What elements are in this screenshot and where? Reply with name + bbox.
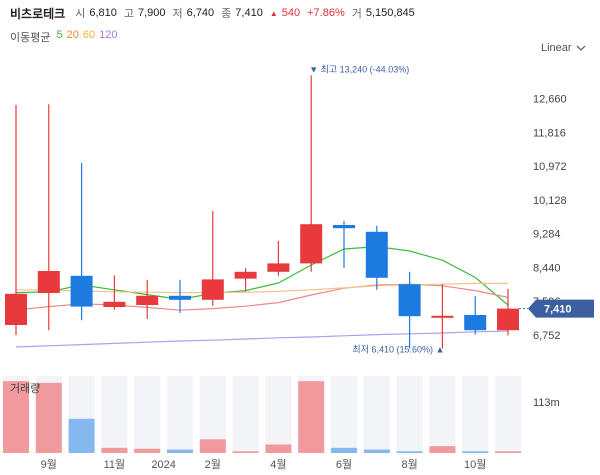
volume-bar — [298, 381, 325, 453]
candle-body — [234, 271, 257, 279]
volume-bar — [199, 439, 226, 453]
x-axis-label: 10월 — [464, 458, 486, 471]
y-tick-label: 6,752 — [533, 330, 561, 342]
volume-bg — [396, 376, 423, 453]
volume-bar — [363, 449, 390, 453]
candle-body — [103, 301, 126, 307]
volume-bar — [68, 418, 95, 453]
low-value: 6,740 — [186, 7, 215, 19]
min-price-annotation: 최저 6,410 (15.60%) ▲ — [352, 345, 444, 355]
candle-body — [300, 224, 323, 264]
candle-body — [70, 275, 93, 307]
volume-bg — [363, 376, 390, 453]
volume-bg — [232, 376, 259, 453]
volume-bar — [265, 444, 292, 453]
chevron-down-icon — [576, 45, 586, 51]
candle-body — [201, 279, 224, 300]
y-tick-label: 11,816 — [533, 127, 566, 139]
current-price-label: 7,410 — [544, 304, 572, 316]
volume-bar — [167, 449, 193, 453]
volume-bg — [134, 376, 161, 453]
ma-line-5 — [15, 245, 509, 306]
stock-name: 비츠로테크 — [10, 6, 66, 21]
close-value: 7,410 — [235, 7, 263, 19]
volume-bg — [462, 376, 489, 453]
ma-120[interactable]: 120 — [99, 29, 118, 41]
moving-average-legend[interactable]: 이동평균 5 20 60 120 — [10, 29, 117, 45]
candle-body — [497, 308, 519, 331]
candle-body — [37, 271, 60, 293]
change-percent: +7.86% — [307, 7, 345, 19]
candle-body — [169, 295, 191, 300]
scale-label: Linear — [541, 42, 572, 54]
ma-60[interactable]: 60 — [82, 29, 96, 41]
high-label: 고 — [123, 8, 134, 20]
volume-bg — [331, 376, 357, 453]
candle-body — [5, 293, 27, 325]
x-axis-label: 9월 — [41, 458, 57, 471]
open-label: 시 — [75, 8, 86, 20]
y-tick-label: 10,972 — [533, 161, 567, 173]
ma-line-60 — [15, 282, 508, 294]
volume-bar — [35, 382, 62, 453]
x-axis-label: 2월 — [205, 458, 221, 471]
volume-bg — [265, 376, 292, 453]
change-value: 540 — [281, 7, 301, 19]
volume-bg — [495, 376, 521, 453]
high-value: 7,900 — [137, 7, 166, 19]
volume-value: 5,150,845 — [365, 7, 415, 19]
x-axis-label: 4월 — [270, 458, 286, 471]
candle-body — [431, 315, 454, 318]
ma-line-120 — [15, 330, 509, 348]
x-axis-label: 11월 — [104, 458, 126, 471]
scale-dropdown[interactable]: Linear — [541, 42, 586, 54]
candle-body — [136, 295, 159, 305]
volume-bg — [167, 376, 193, 453]
x-axis-label: 6월 — [336, 458, 352, 471]
y-tick-label: 9,284 — [533, 229, 561, 241]
y-tick-label: 8,440 — [533, 262, 561, 274]
volume-axis-label: 113m — [533, 397, 560, 409]
low-label: 저 — [172, 8, 183, 20]
volume-bar — [462, 451, 489, 453]
max-price-annotation: ▼ 최고 13,240 (-44.03%) — [309, 64, 409, 74]
change-arrow-icon: ▲ — [269, 8, 278, 18]
volume-panel-label: 거래량 — [10, 383, 41, 395]
y-tick-label: 12,660 — [533, 94, 567, 106]
volume-bar — [331, 447, 357, 453]
y-tick-label: 10,128 — [533, 195, 567, 207]
candle-body — [398, 284, 421, 317]
volume-bar — [101, 447, 128, 453]
price-chart[interactable]: 12,66011,81610,97210,1289,2848,4407,5966… — [0, 60, 600, 475]
open-value: 6,810 — [89, 7, 117, 19]
current-price-tag — [528, 299, 594, 318]
volume-bar — [134, 448, 161, 453]
volume-label: 거 — [351, 8, 362, 20]
volume-bg — [101, 376, 128, 453]
ma-20[interactable]: 20 — [66, 29, 79, 41]
moving-average-label: 이동평균 — [10, 32, 51, 44]
volume-bar — [429, 446, 456, 453]
volume-bar — [495, 451, 521, 453]
candle-body — [365, 231, 388, 278]
candle-body — [333, 225, 355, 229]
close-label: 종 — [221, 8, 232, 20]
x-axis-label: 2024 — [151, 459, 175, 471]
candle-body — [464, 315, 487, 331]
stock-header: 비츠로테크 시 6,810 고 7,900 저 6,740 종 7,410 ▲ … — [10, 4, 418, 22]
volume-bar — [3, 381, 29, 453]
x-axis-label: 8월 — [401, 458, 417, 471]
candle-body — [267, 263, 290, 272]
volume-bar — [396, 451, 423, 453]
volume-bg — [429, 376, 456, 453]
ma-5[interactable]: 5 — [56, 29, 63, 41]
volume-bar — [232, 451, 259, 453]
